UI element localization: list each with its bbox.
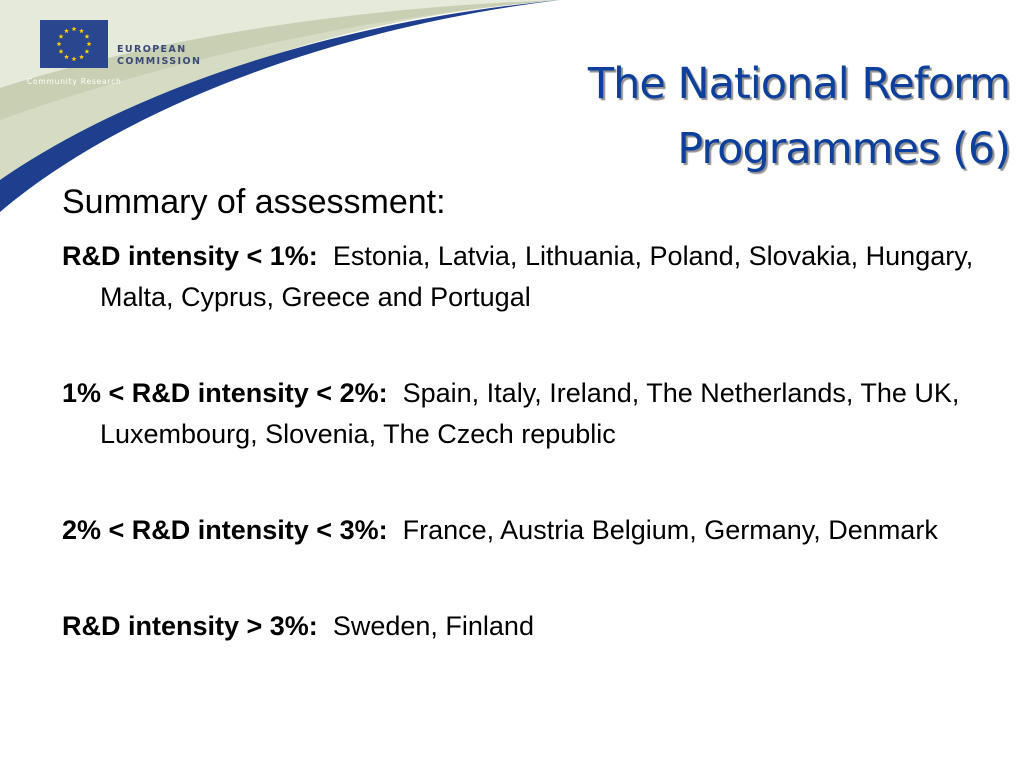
assessment-list: R&D intensity < 1%: Estonia, Latvia, Lit… bbox=[62, 236, 982, 647]
eu-star-icon bbox=[84, 48, 90, 54]
logo-line-european: EUROPEAN bbox=[117, 44, 187, 55]
eu-star-icon bbox=[64, 28, 69, 34]
eu-star-icon bbox=[58, 48, 64, 54]
list-item: 1% < R&D intensity < 2%: Spain, Italy, I… bbox=[62, 373, 982, 455]
list-item: R&D intensity > 3%: Sweden, Finland bbox=[62, 606, 982, 647]
eu-star-icon bbox=[71, 26, 77, 32]
slide-title: The National Reform Programmes (6) bbox=[587, 52, 1011, 182]
list-item: 2% < R&D intensity < 3%: France, Austria… bbox=[62, 510, 982, 551]
item-text: Sweden, Finland bbox=[332, 611, 534, 641]
eu-flag-icon bbox=[40, 20, 108, 68]
header-decoration bbox=[0, 0, 560, 212]
eu-star-icon bbox=[79, 54, 84, 60]
eu-star-icon bbox=[64, 54, 69, 60]
item-text: France, Austria Belgium, Germany, Denmar… bbox=[402, 515, 938, 545]
item-label: R&D intensity < 1%: bbox=[62, 241, 318, 271]
eu-star-icon bbox=[58, 33, 64, 39]
list-item: R&D intensity < 1%: Estonia, Latvia, Lit… bbox=[62, 236, 982, 318]
eu-star-icon bbox=[84, 33, 90, 39]
slide-title-line-2: Programmes (6) bbox=[677, 124, 1011, 174]
logo-line-commission: COMMISSION bbox=[117, 56, 202, 67]
eu-star-icon bbox=[79, 28, 84, 34]
section-subtitle: Summary of assessment: bbox=[62, 183, 446, 221]
item-label: R&D intensity > 3%: bbox=[62, 611, 318, 641]
logo-wordmark: EUROPEAN COMMISSION bbox=[117, 44, 201, 68]
item-text: Spain, Italy, Ireland, The Netherlands, … bbox=[100, 378, 960, 449]
eu-star-icon bbox=[71, 56, 77, 62]
item-label: 1% < R&D intensity < 2%: bbox=[62, 378, 388, 408]
eu-star-icon bbox=[56, 41, 62, 47]
slide-title-line-1: The National Reform bbox=[587, 59, 1011, 109]
eu-star-icon bbox=[86, 41, 92, 47]
item-text: Estonia, Latvia, Lithuania, Poland, Slov… bbox=[100, 241, 974, 312]
logo-subtitle: Community Research bbox=[27, 77, 122, 86]
item-label: 2% < R&D intensity < 3%: bbox=[62, 515, 388, 545]
